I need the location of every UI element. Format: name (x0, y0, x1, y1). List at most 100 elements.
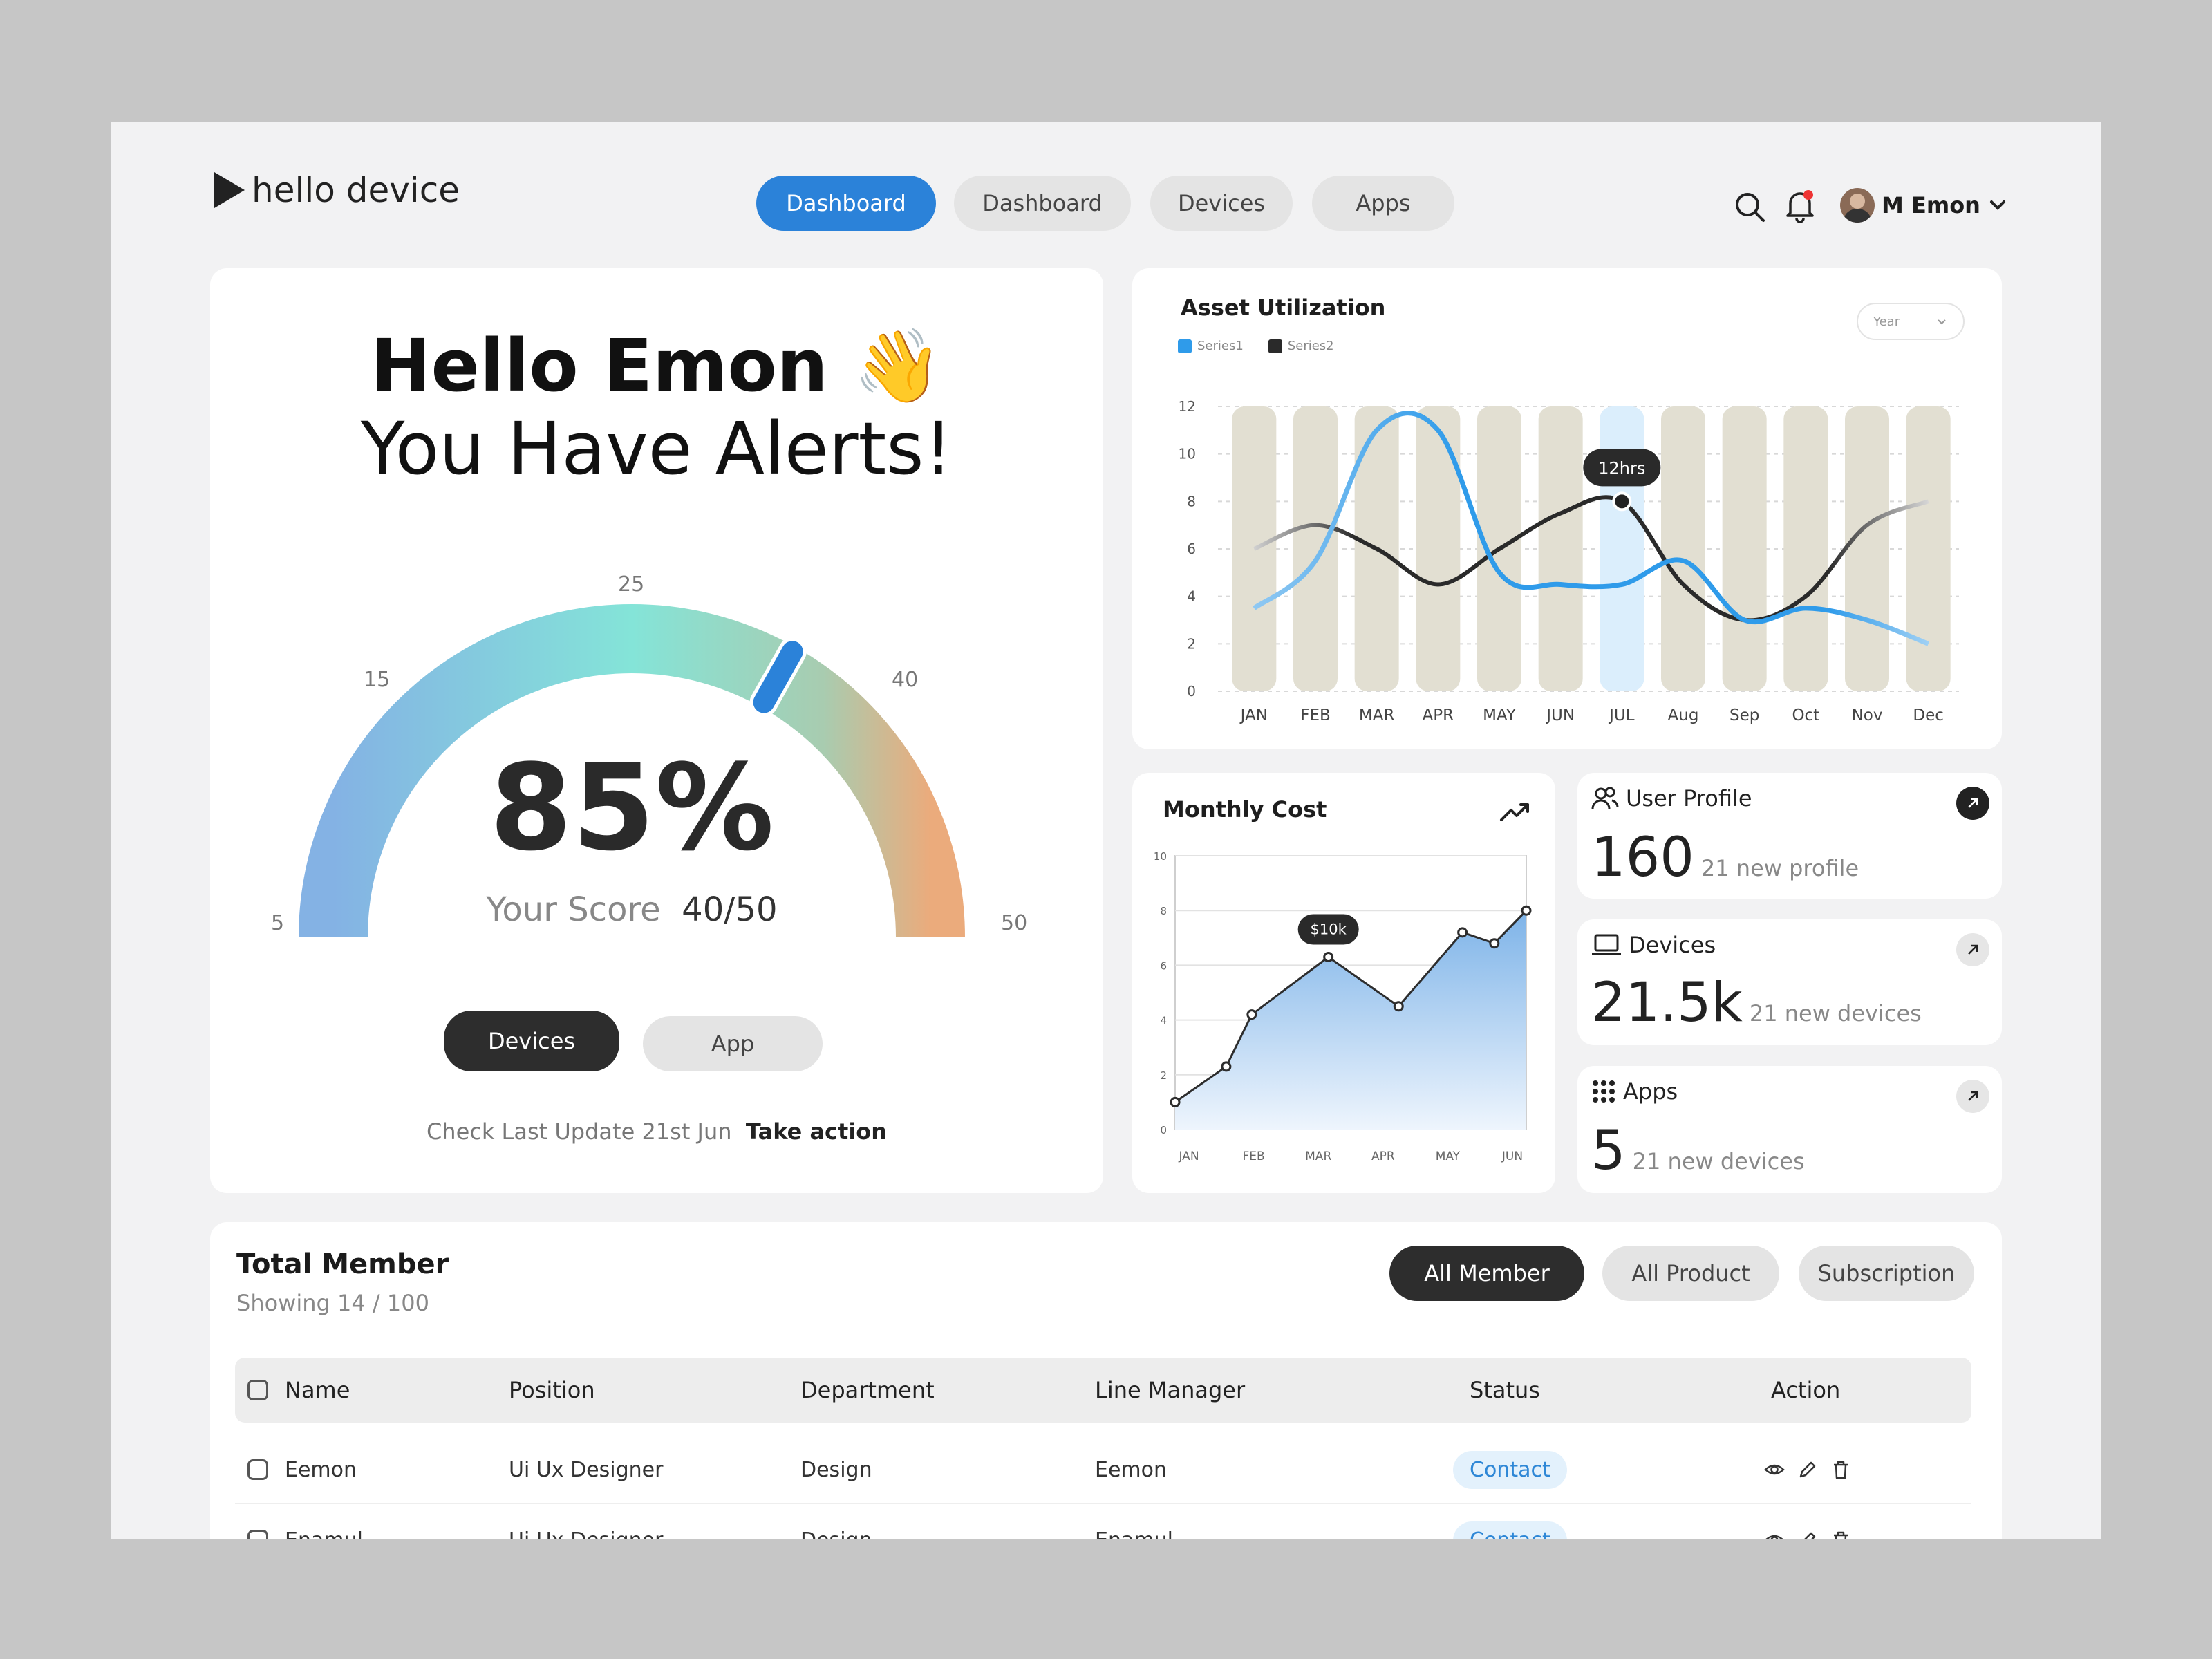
user-name: M Emon (1882, 192, 1980, 218)
y-tick-label: 2 (1160, 1069, 1167, 1082)
annotation-tooltip (1583, 449, 1661, 487)
y-tick-label: 0 (1187, 683, 1196, 700)
col-position[interactable]: Position (509, 1377, 595, 1403)
members-title: Total Member (236, 1248, 449, 1280)
filter-subscription[interactable]: Subscription (1799, 1246, 1974, 1301)
data-point (1393, 1001, 1404, 1012)
last-update-line: Check Last Update 21st Jun Take action (426, 1118, 888, 1145)
eye-icon[interactable] (1764, 1530, 1785, 1539)
x-tick-label: APR (1423, 706, 1454, 724)
chevron-down-icon (1989, 200, 2005, 210)
devices-stat: 21.5k 21 new devices (1591, 972, 1922, 1034)
filter-all-product[interactable]: All Product (1602, 1246, 1779, 1301)
bar-column (1293, 406, 1338, 691)
app-name: hello device (252, 170, 460, 210)
x-tick-label: FEB (1300, 706, 1331, 724)
arrow-up-right-icon (1968, 944, 1978, 955)
bar-column (1416, 406, 1461, 691)
bar-column (1661, 406, 1705, 691)
tab-devices[interactable]: Devices (1150, 176, 1293, 231)
user-profile-title: User Profile (1591, 785, 1752, 812)
avatar (1840, 188, 1875, 223)
score-gauge (299, 604, 965, 938)
x-tick-label: Nov (1852, 706, 1883, 724)
y-tick-label: 12 (1179, 398, 1196, 415)
user-menu[interactable]: M Emon (1840, 188, 2008, 223)
data-point (1246, 1009, 1257, 1020)
tab-apps[interactable]: Apps (1312, 176, 1454, 231)
x-tick-label: Dec (1913, 706, 1944, 724)
cell-line-manager: Enamul (1095, 1506, 1173, 1539)
gauge-label-40: 40 (892, 668, 919, 692)
table-row[interactable]: Eemon Ui Ux Designer Design Eemon Contac… (235, 1435, 1971, 1504)
y-tick-label: 6 (1187, 541, 1196, 557)
gauge-label-50: 50 (1001, 911, 1028, 935)
row-select (247, 1506, 268, 1539)
members-card: Total Member Showing 14 / 100 All Member… (210, 1222, 2002, 1539)
tab-dashboard-primary[interactable]: Dashboard (756, 176, 936, 231)
open-user-profile-button[interactable] (1956, 787, 1989, 820)
table-row[interactable]: Enamul Ui Ux Designer Design Enamul Cont… (235, 1506, 1971, 1539)
x-tick-label: FEB (1243, 1150, 1265, 1163)
gauge-label-5: 5 (271, 911, 285, 935)
area-fill (1175, 910, 1526, 1130)
take-action-link[interactable]: Take action (745, 1118, 888, 1145)
app-logo[interactable]: hello device (212, 170, 460, 210)
open-apps-button[interactable] (1956, 1080, 1989, 1113)
x-tick-label: Sep (1730, 706, 1759, 724)
y-tick-label: 2 (1187, 635, 1196, 652)
row-checkbox[interactable] (247, 1459, 268, 1480)
data-point (1323, 952, 1334, 963)
x-tick-label: MAY (1436, 1150, 1461, 1163)
x-tick-label: MAR (1305, 1150, 1331, 1163)
search-icon[interactable] (1734, 191, 1767, 224)
data-point (1221, 1061, 1232, 1072)
filter-all-member[interactable]: All Member (1389, 1246, 1584, 1301)
y-tick-label: 10 (1179, 446, 1196, 462)
user-profile-stat: 160 21 new profile (1591, 827, 1859, 889)
open-devices-button[interactable] (1956, 933, 1989, 966)
y-tick-label: 4 (1187, 588, 1196, 605)
series1-line (1253, 411, 1929, 646)
gauge-label-25: 25 (618, 572, 645, 597)
col-status[interactable]: Status (1470, 1377, 1540, 1403)
eye-icon[interactable] (1764, 1459, 1785, 1480)
x-tick-label: MAR (1359, 706, 1395, 724)
year-select[interactable]: Year (1857, 303, 1965, 340)
user-profile-card[interactable]: User Profile 160 21 new profile (1577, 773, 2002, 899)
devices-card[interactable]: Devices 21.5k 21 new devices (1577, 919, 2002, 1045)
cell-line-manager: Eemon (1095, 1457, 1168, 1482)
x-tick-label: Aug (1668, 706, 1699, 724)
x-tick-label: Oct (1792, 706, 1819, 724)
status-badge[interactable]: Contact (1453, 1521, 1567, 1539)
annotation-label: 12hrs (1598, 458, 1645, 478)
col-name[interactable]: Name (285, 1377, 350, 1403)
gauge-handle[interactable] (747, 635, 809, 719)
pencil-icon[interactable] (1797, 1459, 1818, 1480)
pencil-icon[interactable] (1797, 1530, 1818, 1539)
devices-button[interactable]: Devices (444, 1011, 619, 1071)
col-line-manager[interactable]: Line Manager (1095, 1377, 1246, 1403)
apps-stat: 5 21 new devices (1591, 1120, 1805, 1182)
cell-department: Design (800, 1457, 872, 1482)
cell-status: Contact (1453, 1506, 1567, 1539)
col-department[interactable]: Department (800, 1377, 935, 1403)
y-tick-label: 8 (1187, 493, 1196, 509)
cell-position: Ui Ux Designer (509, 1457, 664, 1482)
apps-card[interactable]: Apps 5 21 new devices (1577, 1066, 2002, 1193)
cost-line (1174, 910, 1528, 1103)
bell-icon[interactable] (1783, 188, 1817, 224)
select-all-checkbox[interactable] (247, 1380, 268, 1400)
app-button[interactable]: App (643, 1016, 823, 1071)
trash-icon[interactable] (1830, 1530, 1851, 1539)
data-point (1489, 938, 1500, 949)
bar-column (1783, 406, 1828, 691)
status-badge[interactable]: Contact (1453, 1450, 1567, 1489)
row-checkbox[interactable] (247, 1530, 268, 1539)
tab-dashboard[interactable]: Dashboard (954, 176, 1131, 231)
members-count: Showing 14 / 100 (236, 1290, 429, 1316)
trash-icon[interactable] (1830, 1459, 1851, 1480)
x-tick-label: JUL (1608, 706, 1635, 724)
trending-up-icon (1500, 803, 1529, 821)
asset-utilization-card: Asset Utilization Series1 Series2 Year 0… (1132, 268, 2002, 749)
